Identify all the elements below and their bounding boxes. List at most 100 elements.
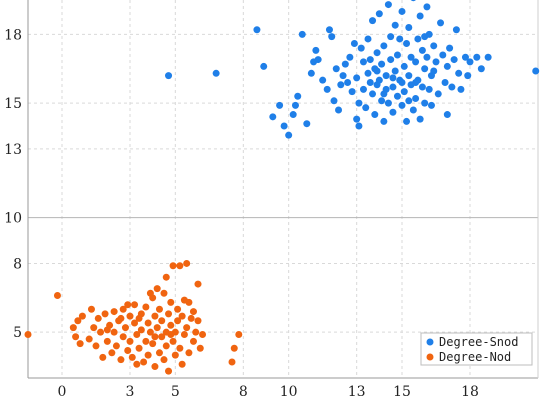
data-point-nod [103, 326, 111, 334]
data-point-snod [393, 92, 401, 100]
legend-marker-nod [426, 353, 434, 361]
legend: Degree-Snod Degree-Nod [420, 332, 533, 366]
data-point-snod [398, 7, 406, 15]
data-point-nod [97, 328, 105, 336]
data-point-snod [348, 88, 356, 96]
data-point-snod [430, 67, 438, 75]
data-point-nod [117, 356, 125, 364]
data-point-snod [319, 76, 327, 84]
data-point-snod [387, 33, 395, 41]
data-point-nod [126, 337, 134, 345]
data-point-nod [124, 347, 132, 355]
data-point-nod [228, 358, 236, 366]
data-point-snod [359, 58, 367, 66]
data-point-nod [174, 305, 182, 313]
data-point-snod [410, 0, 416, 2]
data-point-snod [165, 72, 173, 80]
data-point-snod [346, 53, 354, 61]
data-point-snod [337, 81, 345, 89]
data-point-nod [192, 328, 200, 336]
data-point-nod [101, 310, 109, 318]
data-point-snod [412, 78, 420, 86]
data-point-nod [124, 301, 132, 309]
data-point-snod [355, 122, 363, 130]
data-point-snod [253, 26, 261, 34]
data-point-nod [162, 342, 170, 350]
data-point-snod [369, 17, 377, 25]
data-point-snod [366, 78, 374, 86]
data-point-snod [362, 104, 370, 112]
data-point-snod [437, 19, 445, 27]
data-point-snod [403, 117, 411, 125]
data-point-snod [450, 56, 458, 64]
data-point-nod [74, 317, 82, 325]
data-point-snod [380, 42, 388, 50]
data-point-nod [72, 333, 80, 341]
data-point-snod [353, 115, 361, 123]
data-point-snod [452, 26, 460, 34]
data-point-nod [131, 301, 139, 309]
data-point-snod [364, 69, 372, 77]
data-point-nod [87, 305, 95, 313]
data-point-nod [160, 356, 168, 364]
data-point-snod [366, 56, 374, 64]
data-point-nod [169, 262, 177, 270]
data-point-nod [158, 333, 166, 341]
data-point-nod [185, 298, 193, 306]
data-point-nod [162, 273, 170, 281]
data-point-nod [178, 312, 186, 320]
data-point-nod [194, 317, 202, 325]
x-tick-label: 15 [393, 384, 411, 400]
data-point-snod [427, 101, 435, 109]
data-point-snod [280, 122, 288, 130]
data-point-snod [371, 111, 379, 119]
data-point-nod [144, 351, 152, 359]
data-point-snod [407, 53, 415, 61]
data-point-snod [400, 62, 408, 70]
data-point-snod [325, 26, 333, 34]
data-point-snod [391, 67, 399, 75]
data-point-nod [128, 353, 136, 361]
data-point-nod [155, 305, 163, 313]
legend-label-snod: Degree-Snod [439, 335, 518, 349]
data-point-snod [380, 90, 388, 98]
data-point-snod [532, 67, 540, 75]
data-point-nod [153, 285, 161, 293]
plot-background [28, 0, 538, 378]
data-point-snod [314, 56, 322, 64]
data-point-snod [332, 65, 340, 73]
data-point-snod [350, 40, 358, 48]
data-point-snod [303, 120, 311, 128]
data-point-nod [121, 324, 129, 332]
x-tick-label: 3 [126, 384, 135, 400]
data-point-nod [196, 344, 204, 352]
data-point-snod [416, 115, 424, 123]
data-point-snod [291, 101, 299, 109]
data-point-snod [421, 65, 429, 73]
data-point-nod [151, 363, 159, 371]
data-point-snod [387, 56, 395, 64]
data-point-snod [466, 58, 474, 66]
data-point-snod [391, 21, 399, 29]
data-point-snod [396, 35, 404, 43]
grid-lines [28, 0, 538, 378]
data-point-snod [378, 97, 386, 105]
data-point-snod [443, 111, 451, 119]
data-point-snod [398, 101, 406, 109]
data-point-nod [85, 335, 93, 343]
data-point-snod [416, 12, 424, 20]
data-point-nod [171, 351, 179, 359]
data-point-nod [135, 314, 143, 322]
data-point-nod [167, 330, 175, 338]
data-point-nod [176, 262, 184, 270]
data-point-snod [369, 90, 377, 98]
data-point-nod [167, 298, 175, 306]
data-point-nod [126, 312, 134, 320]
data-point-snod [425, 85, 433, 93]
data-point-nod [187, 314, 195, 322]
data-point-snod [457, 85, 465, 93]
data-point-snod [328, 33, 336, 41]
data-point-snod [375, 76, 383, 84]
data-point-nod [135, 344, 143, 352]
data-point-nod [144, 319, 152, 327]
